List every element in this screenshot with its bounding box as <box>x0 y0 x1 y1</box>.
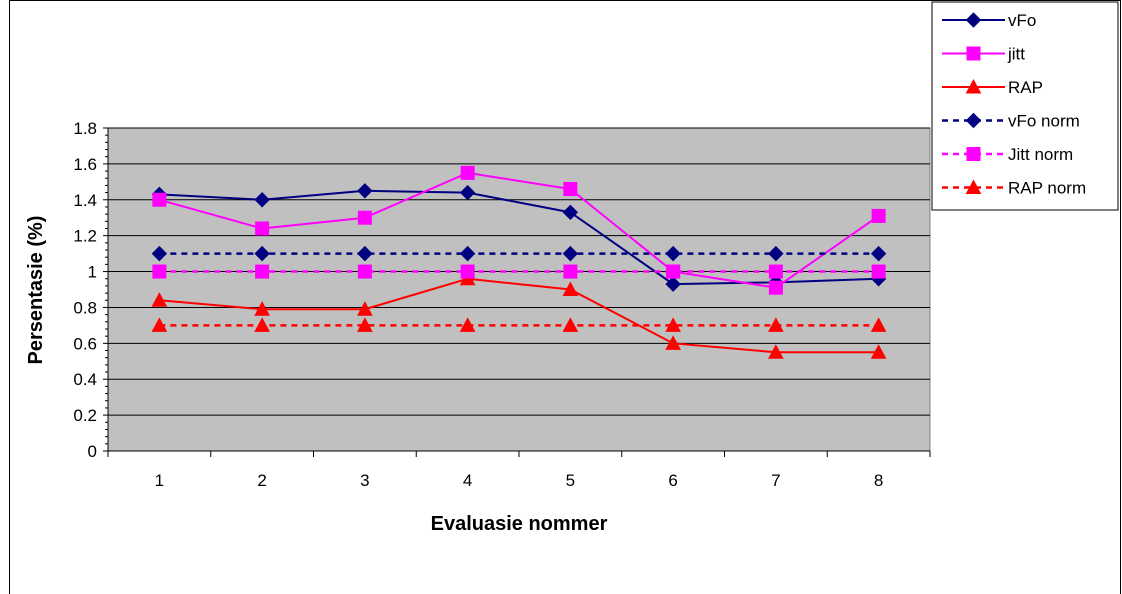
data-point <box>151 317 168 332</box>
legend-label: RAP norm <box>1008 179 1086 198</box>
data-point <box>254 245 270 262</box>
data-point <box>563 264 578 279</box>
data-point <box>562 317 579 332</box>
y-tick-label: 0.2 <box>73 406 97 425</box>
legend-item[interactable]: RAP norm <box>942 179 1086 198</box>
x-axis-title: Evaluasie nommer <box>431 513 608 535</box>
data-point <box>357 183 373 199</box>
x-tick-label: 1 <box>155 471 164 490</box>
data-point <box>460 165 475 180</box>
data-point <box>151 245 168 262</box>
x-tick-label: 4 <box>463 471 472 490</box>
x-tick-label: 2 <box>257 471 266 490</box>
data-point <box>768 280 783 295</box>
data-point <box>871 264 886 279</box>
data-point <box>254 317 270 332</box>
legend-box <box>931 1 1119 211</box>
data-point <box>870 245 887 262</box>
y-tick-label: 1 <box>88 263 97 282</box>
series-vfo-norm <box>151 245 887 262</box>
data-point <box>665 317 681 332</box>
data-point <box>768 245 784 262</box>
data-point <box>665 335 681 350</box>
series-rap <box>151 270 887 359</box>
x-axis: 1 2 3 4 5 6 7 8 <box>107 450 931 490</box>
plot-area <box>107 127 931 452</box>
data-point <box>768 317 784 332</box>
legend-label: RAP <box>1008 78 1043 97</box>
data-point <box>357 264 372 279</box>
y-axis-title: Persentasie (%) <box>25 216 47 365</box>
x-tick-label: 8 <box>874 471 883 490</box>
series-jitt-norm <box>152 264 886 279</box>
data-point <box>357 210 372 225</box>
series-line <box>159 171 880 289</box>
y-tick-label: 0.4 <box>73 370 97 389</box>
y-tick-label: 0.8 <box>73 298 97 317</box>
data-point <box>563 182 578 197</box>
legend-label: Jitt norm <box>1008 145 1073 164</box>
y-tick-label: 1.4 <box>73 191 97 210</box>
x-tick-label: 7 <box>771 471 780 490</box>
data-point <box>254 301 270 316</box>
data-point <box>871 208 886 223</box>
data-point <box>768 344 784 359</box>
data-point <box>255 221 270 236</box>
legend-marker <box>965 112 982 129</box>
x-tick-label: 5 <box>566 471 575 490</box>
data-point <box>460 264 475 279</box>
legend-item[interactable]: vFo <box>942 11 1036 30</box>
data-point <box>459 317 476 332</box>
data-point <box>357 317 373 332</box>
y-tick-label: 0.6 <box>73 334 97 353</box>
data-point <box>768 264 783 279</box>
series-line <box>159 277 879 354</box>
y-tick-label: 0 <box>88 442 97 461</box>
data-point <box>665 276 681 292</box>
data-point <box>562 204 579 221</box>
data-point <box>255 264 270 279</box>
data-point <box>459 245 476 262</box>
legend-label: vFo norm <box>1008 112 1080 131</box>
legend-marker <box>966 46 981 61</box>
legend-marker <box>965 78 982 94</box>
y-tick-label: 1.8 <box>73 119 97 138</box>
data-point <box>254 192 270 208</box>
x-tick-label: 6 <box>668 471 677 490</box>
legend[interactable]: vFo jitt RAP vFo norm Jitt norm RAP norm <box>931 1 1119 211</box>
y-axis: 0 0.2 0.4 0.6 0.8 1 1.2 1.4 1.6 1.8 <box>73 119 109 461</box>
legend-item[interactable]: RAP <box>942 78 1043 97</box>
data-point <box>459 184 476 201</box>
legend-marker <box>965 179 982 194</box>
data-point <box>562 245 579 262</box>
data-point <box>666 264 681 279</box>
y-tick-label: 1.2 <box>73 227 97 246</box>
legend-items: vFo jitt RAP vFo norm Jitt norm RAP norm <box>942 11 1086 198</box>
data-point <box>357 301 373 316</box>
legend-label: vFo <box>1008 11 1036 30</box>
legend-item[interactable]: Jitt norm <box>942 145 1073 164</box>
legend-marker <box>965 12 982 28</box>
series-rap-norm <box>151 317 887 332</box>
legend-item[interactable]: vFo norm <box>942 112 1080 131</box>
legend-label: jitt <box>1007 45 1025 64</box>
legend-item[interactable]: jitt <box>942 45 1025 64</box>
series-line <box>159 189 879 286</box>
data-point <box>665 245 681 262</box>
legend-marker <box>966 147 981 161</box>
data-point <box>357 245 373 262</box>
x-tick-label: 3 <box>360 471 369 490</box>
y-tick-label: 1.6 <box>73 155 97 174</box>
series-layer <box>151 165 887 359</box>
data-point <box>562 281 579 296</box>
data-point <box>870 344 887 359</box>
data-point <box>870 317 887 332</box>
data-point <box>152 192 167 207</box>
data-point <box>152 264 167 279</box>
data-point <box>151 292 168 307</box>
